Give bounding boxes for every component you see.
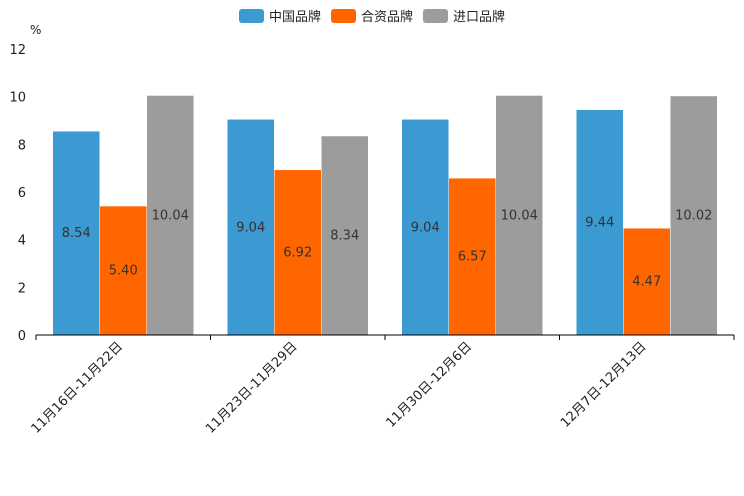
y-tick-label: 2	[18, 281, 26, 296]
x-tick-label: 12月7日-12月13日	[558, 339, 650, 431]
y-tick-label: 10	[9, 91, 26, 106]
y-tick-label: 6	[18, 186, 26, 201]
bar-3-2	[321, 136, 368, 335]
bar-2-3	[449, 178, 496, 335]
bar-3-3	[496, 95, 543, 335]
data-label: 9.04	[411, 220, 440, 235]
data-label: 9.44	[585, 216, 614, 231]
x-tick-label: 11月23日-11月29日	[203, 339, 300, 436]
legend-label: 进口品牌	[453, 9, 505, 25]
bar-2-2	[274, 170, 321, 335]
bar-1-4	[576, 110, 623, 335]
y-tick-label: 12	[9, 43, 26, 58]
bar-1-2	[227, 119, 274, 336]
data-label: 6.92	[283, 246, 312, 261]
bar-3-4	[670, 96, 717, 335]
bar-1-1	[53, 131, 100, 335]
legend-item-2[interactable]: 合资品牌	[331, 9, 413, 25]
legend-swatch	[239, 9, 264, 23]
y-axis-unit-label: %	[30, 23, 41, 37]
legend-swatch	[423, 9, 448, 23]
legend-label: 中国品牌	[269, 9, 321, 25]
bar-1-3	[402, 119, 449, 336]
legend-item-3[interactable]: 进口品牌	[423, 9, 505, 25]
data-label: 10.04	[501, 208, 538, 223]
data-label: 10.04	[152, 208, 189, 223]
legend: 中国品牌 合资品牌 进口品牌	[239, 9, 505, 25]
x-tick-label: 11月16日-11月22日	[29, 339, 126, 436]
legend-swatch	[331, 9, 356, 23]
x-tick-label: 11月30日-12月6日	[383, 339, 475, 431]
legend-label: 合资品牌	[361, 9, 413, 25]
bar-2-1	[100, 206, 147, 335]
data-label: 6.57	[458, 250, 487, 265]
y-axis: 0 2 4 6 8 10 12	[9, 43, 26, 344]
bar-3-1	[147, 95, 194, 335]
legend-item-1[interactable]: 中国品牌	[239, 9, 321, 25]
data-label: 9.04	[236, 220, 265, 235]
y-tick-label: 0	[18, 329, 26, 344]
data-label: 8.34	[330, 229, 359, 244]
y-tick-label: 8	[18, 138, 26, 153]
bar-2-4	[623, 228, 670, 335]
y-tick-label: 4	[18, 234, 26, 249]
data-label: 4.47	[632, 275, 661, 290]
bars-group: 8.54 5.40 10.04 9.04 6.92 8.34 9.04 6.57 10.04 9.…	[53, 95, 717, 336]
x-axis: 11月16日-11月22日 11月23日-11月29日 11月30日-12月6日 12…	[29, 334, 735, 437]
data-label: 10.02	[675, 209, 712, 224]
data-label: 5.40	[109, 264, 138, 279]
data-label: 8.54	[62, 226, 91, 241]
